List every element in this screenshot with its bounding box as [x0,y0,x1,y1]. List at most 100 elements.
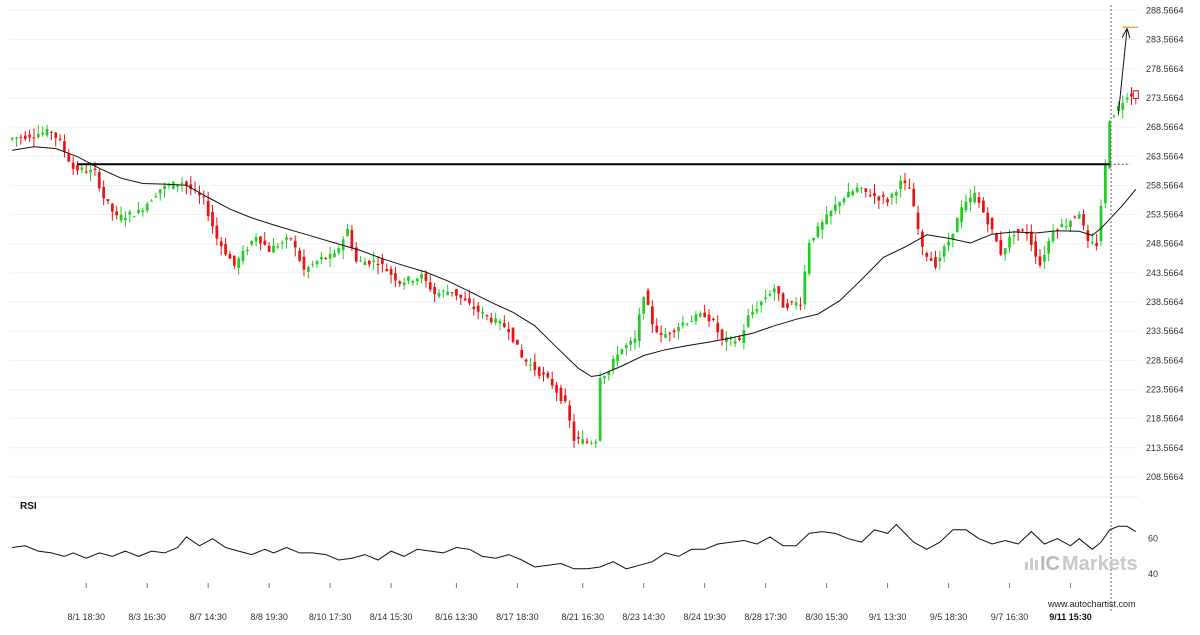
candle [485,314,489,321]
candle [616,345,619,367]
candle [611,355,615,375]
candle [341,236,345,260]
candle [855,182,859,194]
candle [311,260,315,268]
candle [772,284,776,302]
candle [1099,199,1103,247]
candle [755,301,759,315]
candle [193,181,197,194]
brand-ic: IC [1040,553,1060,575]
candle [346,223,349,237]
candle [851,189,855,197]
candle [359,255,362,262]
candle [302,249,306,277]
bars-icon [1025,558,1038,570]
candle [354,242,358,264]
candle [481,306,484,319]
candle [777,285,781,302]
candle [995,232,998,243]
candle [1016,228,1020,241]
price-tick-label: 238.5664 [1146,297,1184,307]
time-tick-label: 8/7 14:30 [189,612,227,622]
candle [1047,237,1051,262]
candle [167,182,171,190]
candle [32,128,36,147]
candle [603,375,606,384]
candle [428,274,432,292]
candle [110,202,114,221]
candle [58,134,62,142]
candle [433,282,436,303]
candle [942,244,946,263]
candle [215,217,219,246]
candle [1082,209,1085,231]
candle [886,197,889,207]
candle [67,149,71,163]
price-tick-label: 208.5664 [1146,472,1184,482]
candle [50,130,53,140]
candle [794,297,798,310]
candle [446,284,450,296]
candle [964,194,968,213]
candle [1125,93,1129,103]
candle [968,189,972,212]
candle [624,343,628,356]
candle [71,156,75,175]
candle [629,337,632,351]
candle [847,182,850,198]
candle [725,331,728,351]
candle [97,169,101,192]
candle [1034,234,1038,264]
candle [672,328,676,338]
candle [1095,233,1098,251]
candle [124,211,127,227]
time-tick-label: 8/1 18:30 [67,612,105,622]
candle [333,249,336,258]
candle [929,251,933,261]
candle [768,289,772,298]
candle [633,330,637,350]
candle [1064,218,1068,230]
candle [916,205,920,235]
candle [951,233,955,248]
candle [76,161,79,175]
candle [145,201,149,214]
candle [128,209,132,223]
time-tick-label: 8/23 14:30 [622,612,665,622]
candle [259,236,262,251]
candle [154,192,158,199]
candle [1108,119,1112,169]
candle [163,182,166,198]
candle [986,207,990,232]
time-tick-label: 8/17 18:30 [496,612,539,622]
candle [1008,229,1011,253]
time-tick-label: 8/8 19:30 [250,612,288,622]
candle [237,256,240,275]
candle [568,400,571,429]
price-tick-label: 213.5664 [1146,443,1184,453]
candle [1003,248,1007,261]
candle [28,129,31,143]
candle [463,291,467,302]
candle [106,199,110,205]
candle [1029,224,1033,252]
candle [141,207,145,217]
candle [1086,224,1090,249]
candle [894,189,898,204]
candle [1060,218,1064,228]
candle [759,300,763,313]
candle [572,413,576,448]
candle [668,331,672,342]
time-tick-label: 8/28 17:30 [744,612,787,622]
icmarkets-logo: IC Markets [1025,553,1138,575]
candle [385,263,389,272]
candle [289,237,293,241]
candle [903,172,907,191]
time-tick-label: 9/11 15:30 [1049,612,1092,622]
candle [293,235,297,257]
candle [890,192,894,205]
candle [698,311,702,318]
rsi-label: RSI [20,501,37,512]
rsi-tick-label: 60 [1148,534,1158,544]
candle [908,178,911,189]
